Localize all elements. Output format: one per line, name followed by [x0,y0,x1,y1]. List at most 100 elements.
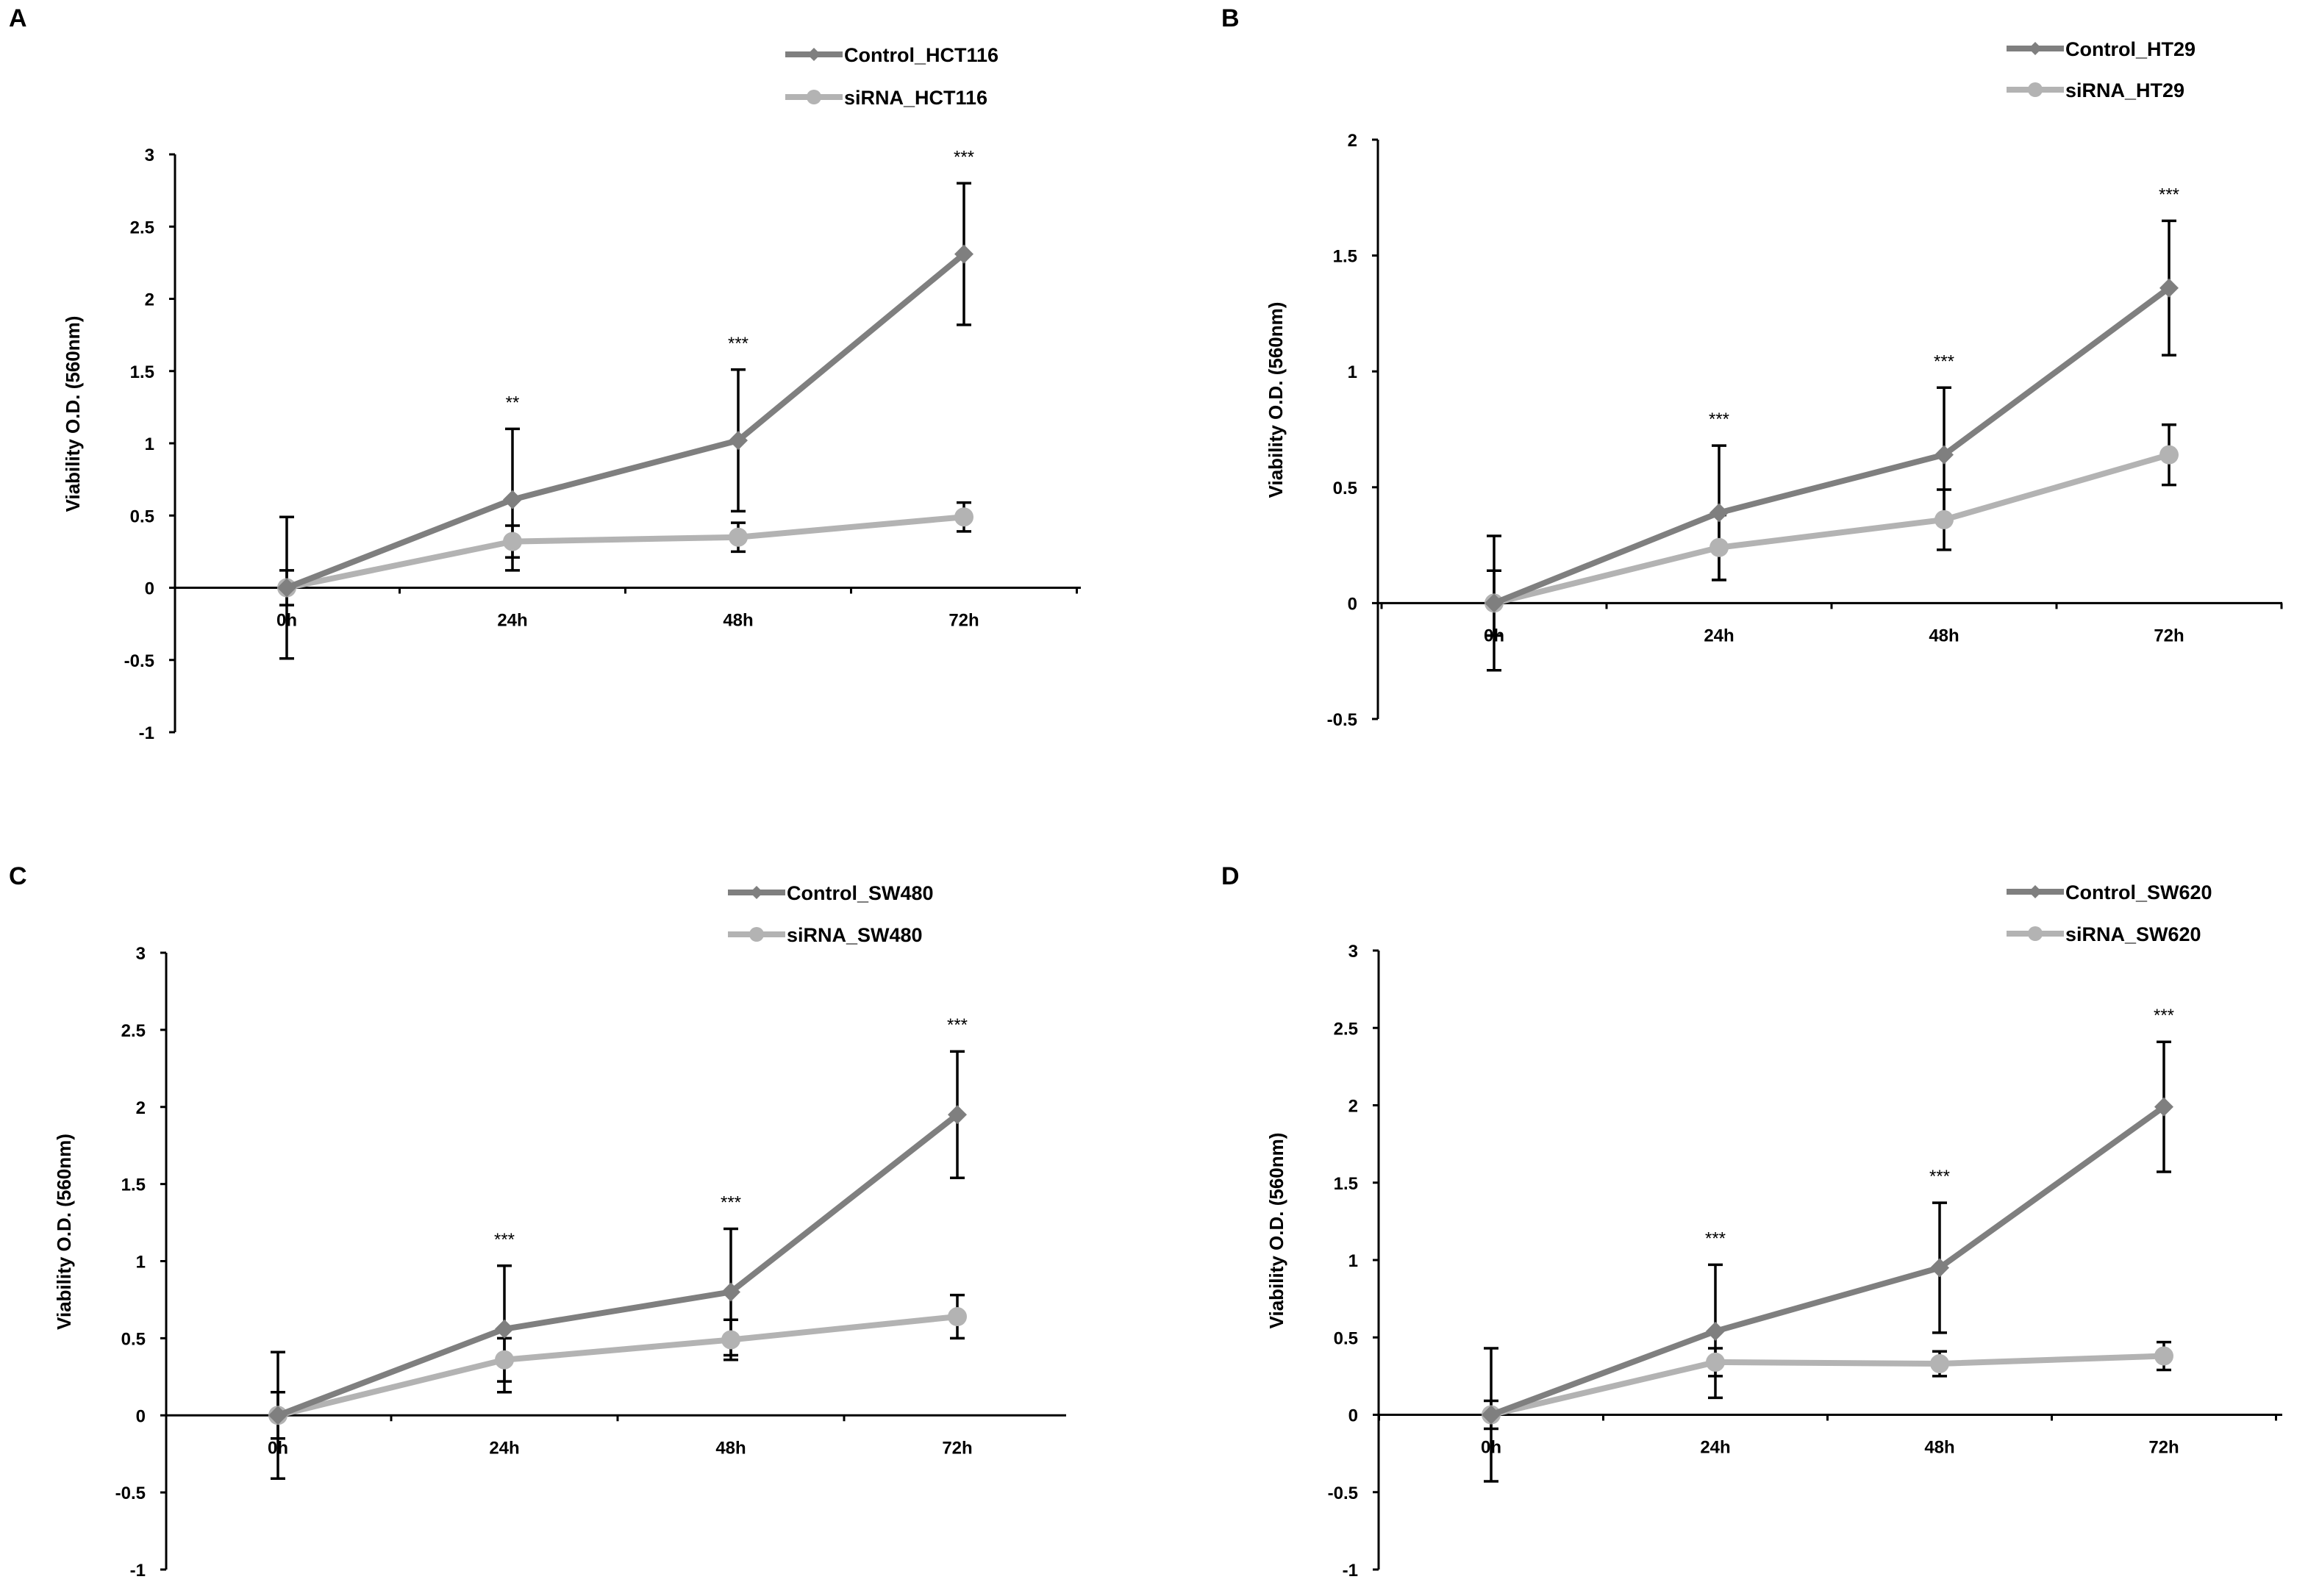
legend-marker-0 [807,48,821,61]
data-point-0 [503,490,522,509]
y-tick-label: -1 [130,1561,146,1581]
data-point-1 [948,1307,967,1327]
series-line-0 [1490,1104,2166,1418]
legend-marker-1 [2028,82,2043,97]
x-tick-label: 48h [715,1438,746,1458]
significance-label: *** [494,1230,515,1250]
y-tick-label: -0.5 [124,651,154,671]
legend-label-1: siRNA_SW480 [787,924,923,946]
data-point-1 [1709,537,1729,557]
chart-panel-c: C -1-0.500.511.522.530h24h48h72hViabilit… [0,798,1154,1595]
data-point-1 [954,507,973,527]
chart-svg: -0.500.511.520h24h48h72hViability O.D. (… [1265,38,2283,730]
data-point-0 [729,431,748,451]
data-point-1 [495,1350,514,1370]
legend-label-0: Control_SW620 [2065,881,2212,903]
legend-label-0: Control_HT29 [2065,38,2196,60]
data-point-0 [1934,445,1954,465]
data-point-0 [1709,503,1729,523]
data-point-1 [2154,1346,2173,1366]
panel-letter: B [1221,4,1240,32]
legend-marker-0 [2029,885,2042,898]
significance-label: *** [1929,1167,1950,1187]
data-point-1 [721,1330,740,1350]
data-point-0 [277,578,296,598]
significance-label: *** [1709,409,1729,429]
y-tick-label: 0.5 [1333,479,1357,498]
data-point-0 [1485,593,1504,613]
y-tick-label: 1.5 [121,1175,146,1195]
legend-marker-0 [750,886,763,899]
series-line-1 [1493,451,2171,606]
chart-svg: -1-0.500.511.522.530h24h48h72hViability … [53,882,1066,1581]
legend-marker-1 [807,90,821,104]
y-tick-label: 2 [1348,131,1357,151]
y-tick-label: -0.5 [115,1484,146,1503]
legend-label-1: siRNA_SW620 [2065,923,2201,945]
data-point-0 [495,1319,514,1339]
legend-label-1: siRNA_HCT116 [844,87,987,109]
y-tick-label: 1 [1348,1251,1358,1271]
panel-letter: D [1221,862,1240,890]
y-axis-label: Viability O.D. (560nm) [62,316,84,512]
y-tick-label: 0 [136,1406,146,1426]
chart-svg: -1-0.500.511.522.530h24h48h72hViability … [62,44,1081,743]
significance-label: *** [721,1192,741,1212]
chart-panel-a: A -1-0.500.511.522.530h24h48h72hViabilit… [0,0,1154,798]
y-tick-label: 2 [1348,1097,1358,1117]
y-tick-label: 1.5 [130,362,154,382]
significance-label: *** [1934,351,1954,371]
chart-panel-b: B -0.500.511.520h24h48h72hViability O.D.… [1154,0,2307,798]
y-tick-label: 1 [136,1253,146,1273]
y-tick-label: 0 [1348,1406,1358,1426]
y-tick-label: 2 [145,290,154,310]
y-tick-label: 2 [136,1098,146,1118]
legend-label-0: Control_SW480 [787,882,934,904]
data-point-0 [1930,1258,1949,1278]
data-point-0 [1706,1321,1725,1341]
data-point-0 [2159,278,2179,298]
legend-label-1: siRNA_HT29 [2065,79,2184,101]
x-tick-label: 48h [1924,1438,1954,1458]
significance-label: *** [1705,1228,1726,1248]
legend-marker-1 [749,927,764,942]
series-line-1 [277,1314,958,1419]
x-tick-label: 72h [942,1438,972,1458]
series-line-1 [1490,1353,2165,1418]
y-tick-label: 2.5 [1334,1019,1358,1039]
x-tick-label: 72h [2148,1438,2179,1458]
y-tick-label: 1.5 [1334,1174,1358,1194]
y-tick-label: 1.5 [1333,247,1357,267]
y-tick-label: -1 [1343,1561,1358,1581]
chart-panel-d: D -1-0.500.511.522.530h24h48h72hViabilit… [1154,798,2307,1595]
data-point-1 [503,532,522,551]
y-tick-label: -0.5 [1328,1484,1358,1503]
panel-letter: A [9,4,27,32]
x-tick-label: 72h [948,611,979,631]
data-point-1 [1930,1354,1949,1374]
y-tick-label: 2.5 [121,1021,146,1041]
legend-marker-1 [2028,926,2043,941]
data-point-0 [268,1406,287,1425]
y-tick-label: 3 [136,944,146,964]
y-tick-label: 3 [1348,942,1358,962]
y-tick-label: 0 [1348,594,1357,614]
y-tick-label: 2.5 [130,218,154,237]
data-point-1 [729,527,748,547]
significance-label: *** [954,147,974,167]
y-tick-label: 3 [145,146,154,165]
series-line-0 [276,1112,960,1418]
y-tick-label: 0.5 [130,507,154,526]
significance-label: ** [506,393,520,412]
data-point-1 [1706,1352,1725,1372]
x-tick-label: 24h [1700,1438,1730,1458]
legend-marker-0 [2029,42,2042,55]
series-line-1 [286,514,965,591]
chart-svg: -1-0.500.511.522.530h24h48h72hViability … [1265,881,2282,1581]
data-point-0 [1482,1405,1501,1425]
y-tick-label: 0.5 [1334,1328,1358,1348]
y-tick-label: 0 [145,579,154,599]
y-axis-label: Viability O.D. (560nm) [53,1134,75,1330]
x-tick-label: 24h [1704,626,1734,645]
series-line-0 [1493,285,2171,606]
